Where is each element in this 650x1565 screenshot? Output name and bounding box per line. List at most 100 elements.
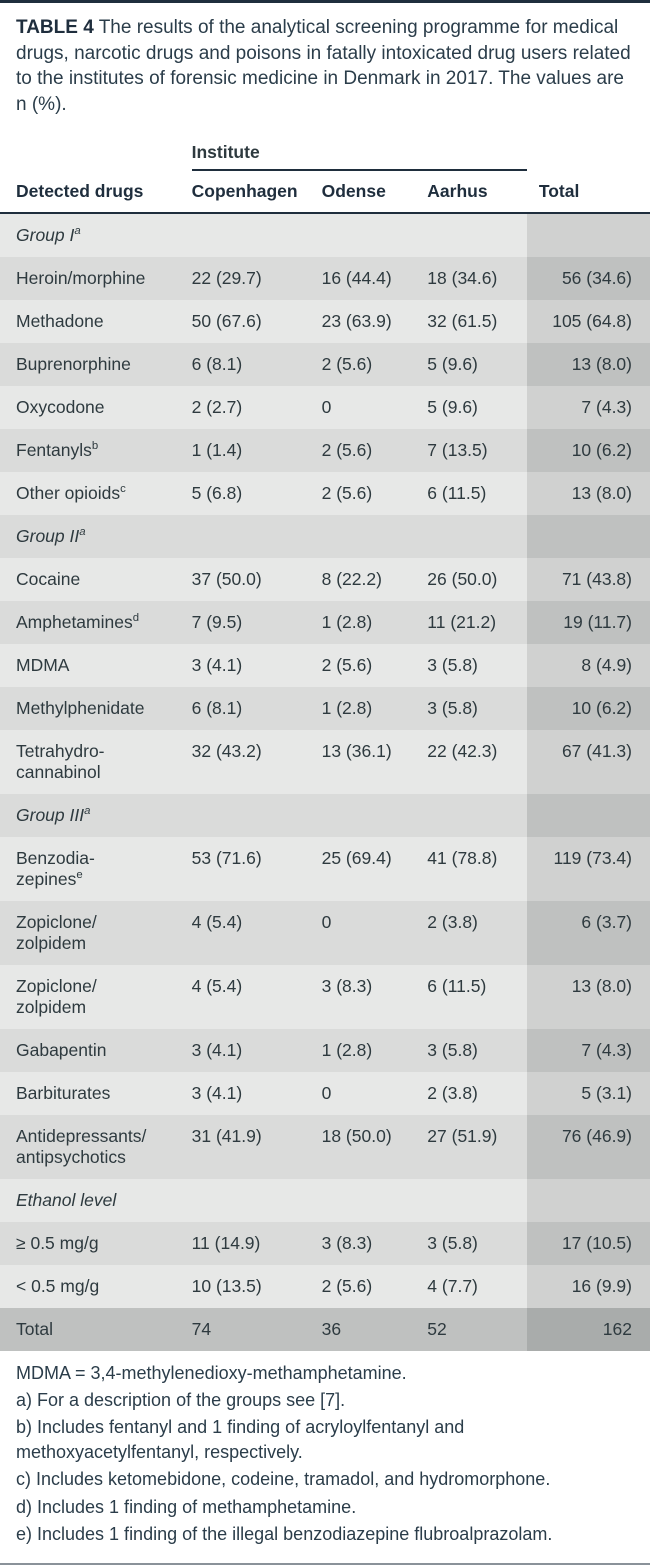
val-odense: 18 (50.0)	[310, 1115, 416, 1179]
val-odense: 2 (5.6)	[310, 644, 416, 687]
val-aarhus: 2 (3.8)	[415, 1072, 527, 1115]
group-row: Ethanol level	[0, 1179, 650, 1222]
drug-label: Barbiturates	[0, 1072, 180, 1115]
drug-label: ≥ 0.5 mg/g	[0, 1222, 180, 1265]
table-body: Group IaHeroin/morphine22 (29.7)16 (44.4…	[0, 213, 650, 1351]
val-aarhus: 6 (11.5)	[415, 472, 527, 515]
footnotes: MDMA = 3,4-methylenedioxy-methamphetamin…	[0, 1351, 650, 1563]
institute-header-row: Institute	[0, 132, 650, 171]
val-copenhagen: 3 (4.1)	[180, 1029, 310, 1072]
val-odense: 23 (63.9)	[310, 300, 416, 343]
table-row: Zopiclone/zolpidem4 (5.4)3 (8.3)6 (11.5)…	[0, 965, 650, 1029]
group-sup: a	[79, 526, 85, 538]
val-aarhus: 11 (21.2)	[415, 601, 527, 644]
val-aarhus: 32 (61.5)	[415, 300, 527, 343]
footnote: a) For a description of the groups see […	[16, 1388, 634, 1413]
drug-label: Fentanylsb	[0, 429, 180, 472]
val-aarhus: 3 (5.8)	[415, 687, 527, 730]
drug-sup: c	[120, 483, 126, 495]
drug-label: Methadone	[0, 300, 180, 343]
group-row: Group Ia	[0, 213, 650, 257]
table-row: Antidepressants/antipsychotics31 (41.9)1…	[0, 1115, 650, 1179]
val-copenhagen: 4 (5.4)	[180, 965, 310, 1029]
table-row: Buprenorphine6 (8.1)2 (5.6)5 (9.6)13 (8.…	[0, 343, 650, 386]
val-aarhus: 6 (11.5)	[415, 965, 527, 1029]
drug-label: Amphetaminesd	[0, 601, 180, 644]
table-row: Fentanylsb1 (1.4)2 (5.6)7 (13.5)10 (6.2)	[0, 429, 650, 472]
val-copenhagen: 50 (67.6)	[180, 300, 310, 343]
drug-label: Antidepressants/antipsychotics	[0, 1115, 180, 1179]
group-label: Group IIa	[0, 515, 527, 558]
val-odense: 1 (2.8)	[310, 601, 416, 644]
group-sup: a	[84, 805, 90, 817]
val-aarhus: 41 (78.8)	[415, 837, 527, 901]
val-odense: 2 (5.6)	[310, 472, 416, 515]
drug-label: Oxycodone	[0, 386, 180, 429]
val-odense: 0	[310, 1072, 416, 1115]
val-total: 16 (9.9)	[527, 1265, 650, 1308]
val-copenhagen: 11 (14.9)	[180, 1222, 310, 1265]
group-label: Group IIIa	[0, 794, 527, 837]
table-row: MDMA3 (4.1)2 (5.6)3 (5.8)8 (4.9)	[0, 644, 650, 687]
total-copenhagen: 74	[180, 1308, 310, 1351]
val-total: 13 (8.0)	[527, 965, 650, 1029]
footnote: MDMA = 3,4-methylenedioxy-methamphetamin…	[16, 1361, 634, 1386]
val-total: 67 (41.3)	[527, 730, 650, 794]
table-caption-text: The results of the analytical screening …	[16, 17, 631, 115]
footnote: d) Includes 1 finding of methamphetamine…	[16, 1495, 634, 1520]
val-odense: 1 (2.8)	[310, 1029, 416, 1072]
val-total: 13 (8.0)	[527, 343, 650, 386]
group-row: Group IIIa	[0, 794, 650, 837]
drug-label: < 0.5 mg/g	[0, 1265, 180, 1308]
drug-sup: b	[92, 440, 98, 452]
val-odense: 2 (5.6)	[310, 429, 416, 472]
val-aarhus: 4 (7.7)	[415, 1265, 527, 1308]
val-copenhagen: 10 (13.5)	[180, 1265, 310, 1308]
val-aarhus: 3 (5.8)	[415, 1029, 527, 1072]
val-total: 5 (3.1)	[527, 1072, 650, 1115]
group-total-blank	[527, 213, 650, 257]
val-aarhus: 2 (3.8)	[415, 901, 527, 965]
drug-label: Tetrahydro-cannabinol	[0, 730, 180, 794]
drug-label: Zopiclone/zolpidem	[0, 901, 180, 965]
val-total: 10 (6.2)	[527, 687, 650, 730]
val-aarhus: 18 (34.6)	[415, 257, 527, 300]
total-odense: 36	[310, 1308, 416, 1351]
val-total: 7 (4.3)	[527, 386, 650, 429]
table-caption: TABLE 4 The results of the analytical sc…	[0, 3, 650, 132]
total-label: Total	[0, 1308, 180, 1351]
footnote: e) Includes 1 finding of the illegal ben…	[16, 1522, 634, 1547]
val-aarhus: 3 (5.8)	[415, 644, 527, 687]
val-copenhagen: 5 (6.8)	[180, 472, 310, 515]
table-row: Benzodia-zepinese53 (71.6)25 (69.4)41 (7…	[0, 837, 650, 901]
val-odense: 0	[310, 901, 416, 965]
col-total: Total	[527, 171, 650, 213]
val-copenhagen: 7 (9.5)	[180, 601, 310, 644]
val-copenhagen: 3 (4.1)	[180, 644, 310, 687]
val-aarhus: 3 (5.8)	[415, 1222, 527, 1265]
val-copenhagen: 6 (8.1)	[180, 343, 310, 386]
val-aarhus: 7 (13.5)	[415, 429, 527, 472]
val-total: 105 (64.8)	[527, 300, 650, 343]
table-row: Oxycodone2 (2.7)05 (9.6)7 (4.3)	[0, 386, 650, 429]
val-copenhagen: 53 (71.6)	[180, 837, 310, 901]
val-copenhagen: 6 (8.1)	[180, 687, 310, 730]
col-aarhus: Aarhus	[415, 171, 527, 213]
val-aarhus: 26 (50.0)	[415, 558, 527, 601]
val-copenhagen: 4 (5.4)	[180, 901, 310, 965]
table-row: Methylphenidate6 (8.1)1 (2.8)3 (5.8)10 (…	[0, 687, 650, 730]
table-label: TABLE 4	[16, 17, 94, 38]
group-total-blank	[527, 515, 650, 558]
table-row: Tetrahydro-cannabinol32 (43.2)13 (36.1)2…	[0, 730, 650, 794]
val-odense: 3 (8.3)	[310, 965, 416, 1029]
group-sup: a	[74, 225, 80, 237]
val-aarhus: 27 (51.9)	[415, 1115, 527, 1179]
val-odense: 2 (5.6)	[310, 343, 416, 386]
total-aarhus: 52	[415, 1308, 527, 1351]
val-odense: 25 (69.4)	[310, 837, 416, 901]
column-header-row: Detected drugs Copenhagen Odense Aarhus …	[0, 171, 650, 213]
footnote: c) Includes ketomebidone, codeine, trama…	[16, 1467, 634, 1492]
group-label: Ethanol level	[0, 1179, 527, 1222]
total-total: 162	[527, 1308, 650, 1351]
val-aarhus: 22 (42.3)	[415, 730, 527, 794]
